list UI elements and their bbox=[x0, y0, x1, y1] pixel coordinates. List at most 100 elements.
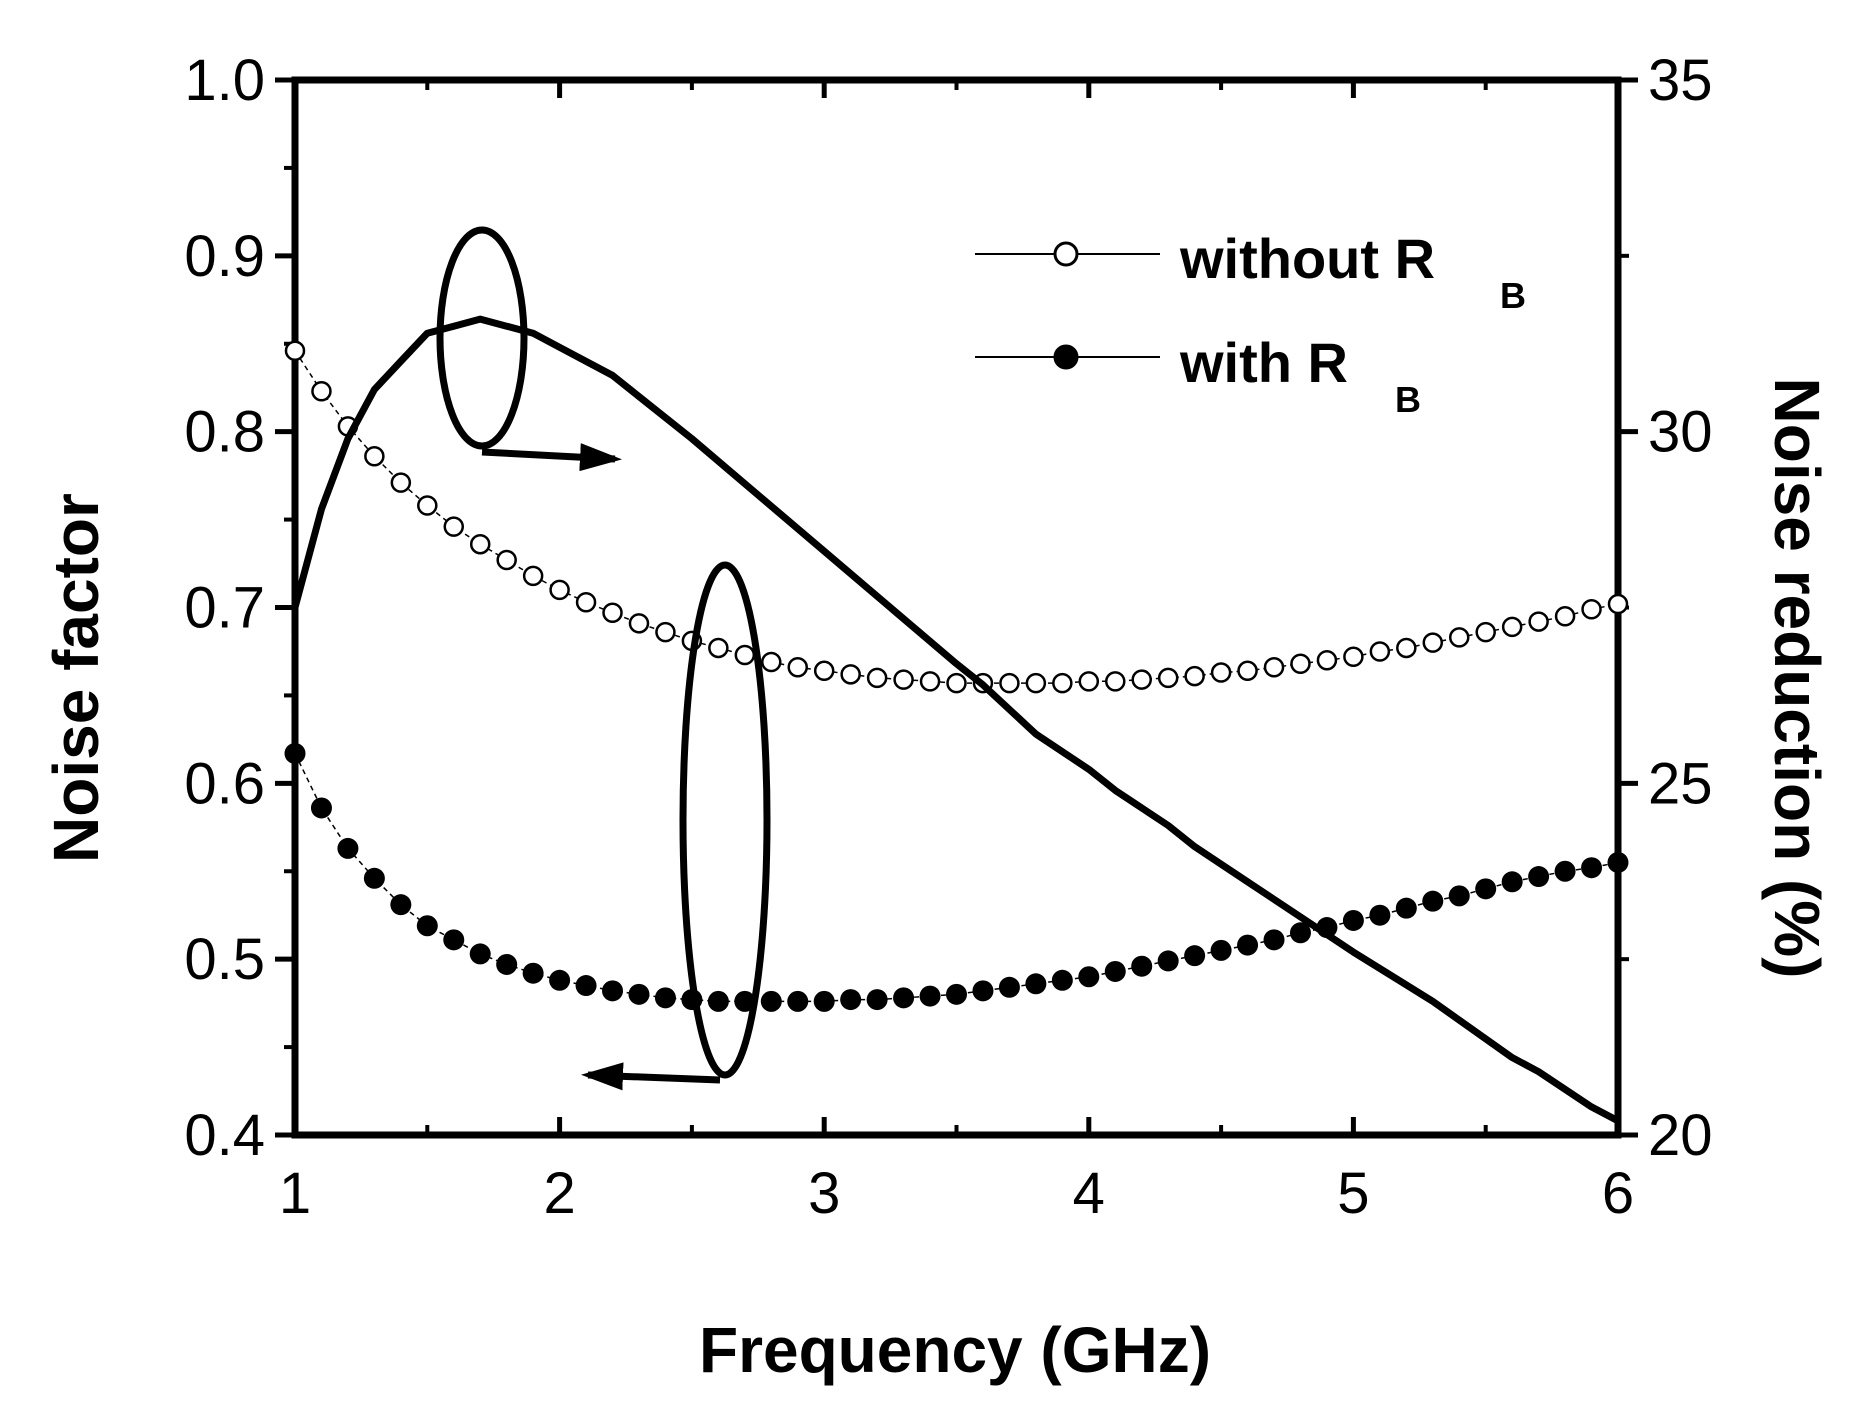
data-point-without-rb bbox=[1025, 672, 1047, 694]
data-point-with-rb bbox=[840, 989, 862, 1011]
data-point-with-rb bbox=[1448, 885, 1470, 907]
y-left-tick-label: 0.5 bbox=[184, 927, 265, 992]
legend: without R B with R B bbox=[975, 227, 1526, 420]
data-point-with-rb bbox=[337, 837, 359, 859]
data-point-with-rb bbox=[1131, 955, 1153, 977]
x-tick-label: 4 bbox=[1073, 1161, 1105, 1226]
x-tick-label: 3 bbox=[808, 1161, 840, 1226]
data-point-with-rb bbox=[549, 969, 571, 991]
data-point-with-rb bbox=[654, 987, 676, 1009]
data-point-with-rb bbox=[866, 989, 888, 1011]
series-line-noise-reduction bbox=[291, 315, 1620, 1124]
data-point-with-rb bbox=[1342, 909, 1364, 931]
data-point-without-rb bbox=[919, 671, 941, 692]
data-point-without-rb bbox=[1316, 650, 1338, 671]
data-point-without-rb bbox=[522, 565, 544, 587]
data-point-without-rb bbox=[1237, 660, 1258, 682]
x-tick-label: 6 bbox=[1602, 1161, 1634, 1226]
data-point-without-rb bbox=[1369, 641, 1391, 662]
data-point-with-rb bbox=[998, 976, 1020, 998]
data-point-without-rb bbox=[655, 621, 676, 643]
data-point-with-rb bbox=[893, 987, 915, 1009]
data-point-without-rb bbox=[1528, 611, 1549, 632]
y-axis-left-title: Noise factor bbox=[40, 493, 112, 863]
data-point-with-rb bbox=[1554, 860, 1576, 882]
data-point-with-rb bbox=[1025, 973, 1047, 995]
y-left-tick-label: 0.4 bbox=[184, 1103, 265, 1168]
data-point-without-rb bbox=[1396, 637, 1417, 659]
data-point-without-rb bbox=[893, 669, 914, 690]
data-point-with-rb bbox=[1078, 966, 1100, 988]
data-point-with-rb bbox=[1263, 929, 1285, 951]
data-point-with-rb bbox=[1157, 950, 1179, 972]
data-point-without-rb bbox=[813, 660, 835, 682]
data-point-with-rb bbox=[1501, 871, 1523, 893]
data-point-with-rb bbox=[1289, 922, 1311, 944]
data-point-with-rb bbox=[1051, 969, 1073, 991]
data-point-without-rb bbox=[417, 495, 438, 516]
data-point-with-rb bbox=[1184, 945, 1206, 967]
data-point-without-rb bbox=[946, 672, 967, 694]
data-point-with-rb bbox=[522, 962, 544, 984]
ellipse-annotation-noise-factor bbox=[679, 561, 771, 1079]
series-line-with-rb bbox=[294, 753, 1619, 1003]
arrow-to-right-axis bbox=[481, 443, 622, 472]
data-point-without-rb bbox=[1078, 671, 1100, 692]
data-point-with-rb bbox=[628, 983, 650, 1005]
data-point-with-rb bbox=[972, 980, 994, 1002]
x-tick-label: 1 bbox=[279, 1161, 311, 1226]
data-point-without-rb bbox=[602, 602, 623, 624]
legend-label-without-rb: without R bbox=[1179, 227, 1435, 290]
legend-label-with-rb: with R bbox=[1179, 331, 1348, 394]
data-point-without-rb bbox=[1581, 599, 1602, 620]
data-point-without-rb bbox=[1607, 593, 1629, 615]
data-point-without-rb bbox=[1184, 665, 1205, 687]
x-axis-title: Frequency (GHz) bbox=[699, 1314, 1211, 1386]
y-left-tick-label: 0.8 bbox=[184, 400, 265, 465]
data-point-with-rb bbox=[1581, 857, 1603, 879]
data-point-without-rb bbox=[787, 657, 808, 678]
data-point-with-rb bbox=[1422, 890, 1444, 912]
data-point-without-rb bbox=[866, 667, 888, 689]
arrow-to-left-axis bbox=[581, 1062, 721, 1091]
data-point-with-rb bbox=[416, 915, 438, 937]
data-point-without-rb bbox=[443, 516, 465, 537]
data-point-without-rb bbox=[390, 472, 412, 493]
data-point-with-rb bbox=[363, 867, 385, 889]
x-tick-label: 2 bbox=[543, 1161, 575, 1226]
data-point-with-rb bbox=[602, 980, 624, 1002]
data-point-with-rb bbox=[496, 953, 518, 975]
data-point-without-rb bbox=[840, 664, 861, 685]
data-point-without-rb bbox=[549, 579, 570, 601]
data-point-with-rb bbox=[1395, 897, 1417, 919]
data-point-without-rb bbox=[1554, 606, 1576, 627]
y-right-tick-label: 35 bbox=[1648, 48, 1713, 113]
annotations bbox=[436, 226, 771, 1091]
data-point-with-rb bbox=[760, 990, 782, 1012]
y-axis-right-title: Noise reduction (%) bbox=[1761, 378, 1833, 979]
legend-marker-with-rb bbox=[1053, 344, 1079, 370]
data-point-with-rb bbox=[946, 983, 967, 1005]
data-point-with-rb bbox=[1369, 904, 1391, 926]
y-left-tick-label: 1.0 bbox=[184, 48, 265, 113]
data-point-without-rb bbox=[311, 380, 332, 402]
data-point-without-rb bbox=[999, 672, 1020, 694]
x-tick-label: 5 bbox=[1337, 1161, 1369, 1226]
data-point-without-rb bbox=[469, 533, 491, 555]
data-point-without-rb bbox=[496, 549, 517, 571]
data-point-without-rb bbox=[734, 644, 756, 666]
data-point-without-rb bbox=[761, 651, 782, 673]
data-point-with-rb bbox=[1528, 866, 1550, 888]
data-point-with-rb bbox=[1210, 939, 1232, 961]
data-point-without-rb bbox=[1501, 616, 1523, 638]
data-point-without-rb bbox=[575, 591, 597, 613]
data-point-with-rb bbox=[575, 975, 597, 997]
data-point-with-rb bbox=[310, 797, 332, 819]
data-point-with-rb bbox=[707, 990, 729, 1012]
data-point-without-rb bbox=[284, 340, 306, 362]
data-point-without-rb bbox=[1210, 662, 1232, 683]
legend-marker-without-rb bbox=[1053, 241, 1079, 267]
data-point-with-rb bbox=[787, 990, 809, 1012]
data-point-without-rb bbox=[1052, 672, 1073, 694]
